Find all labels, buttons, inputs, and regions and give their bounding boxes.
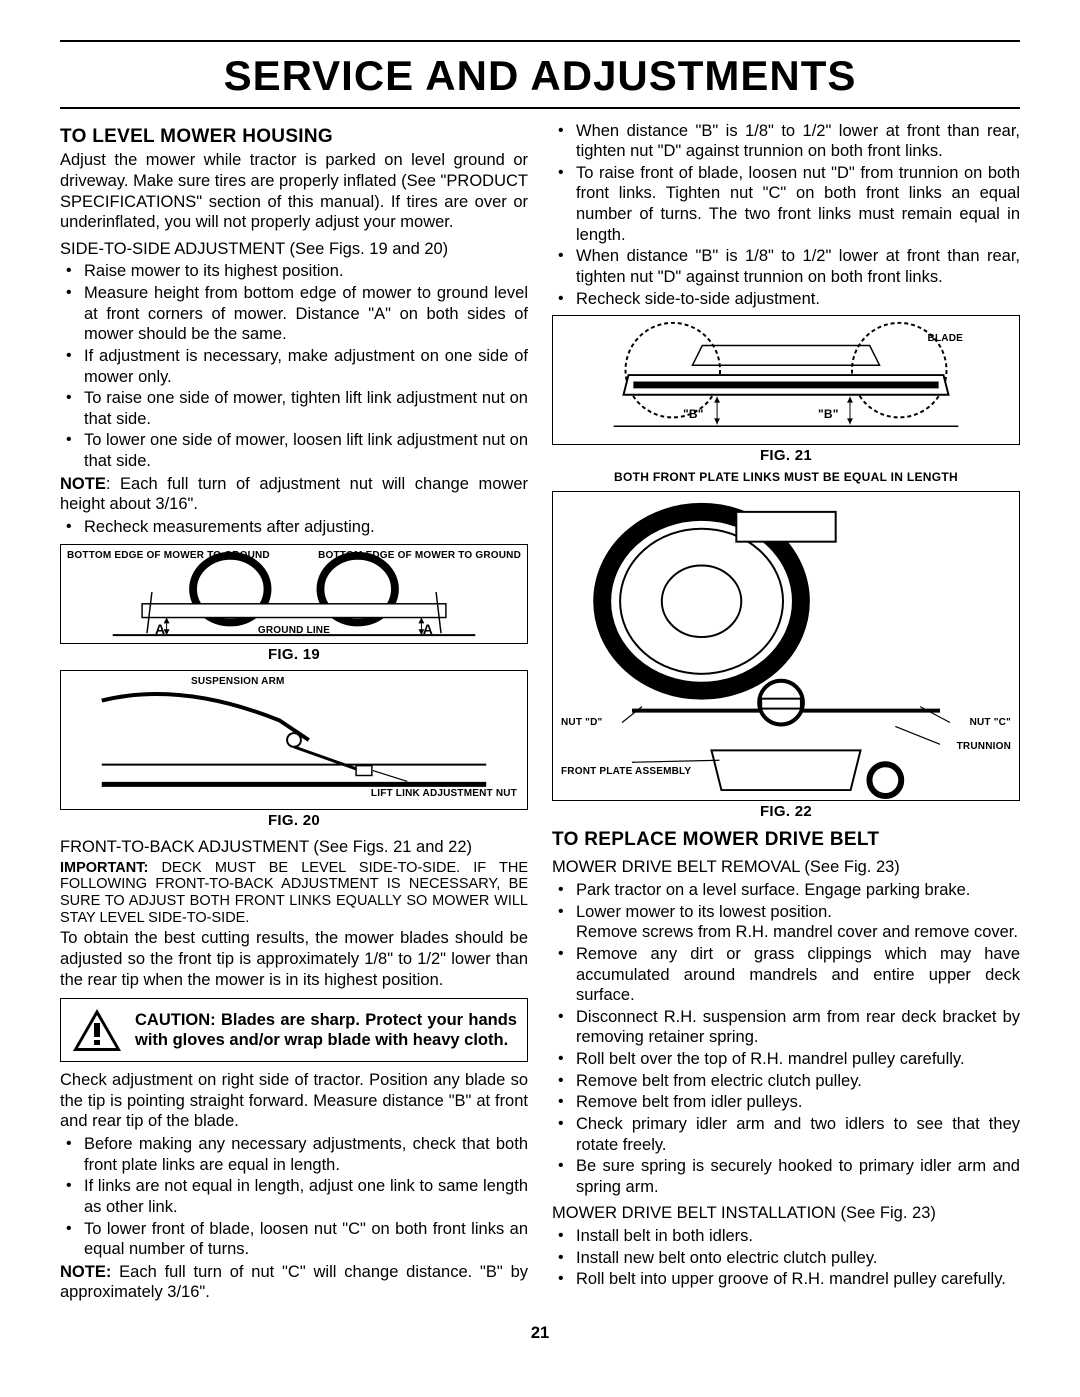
check-para: Check adjustment on right side of tracto… <box>60 1070 528 1132</box>
caution-box: CAUTION: Blades are sharp. Protect your … <box>60 998 528 1062</box>
list-item: Measure height from bottom edge of mower… <box>60 283 528 345</box>
note-nut-c: NOTE: Each full turn of nut "C" will cha… <box>60 1262 528 1303</box>
list-item: Install new belt onto electric clutch pu… <box>552 1248 1020 1269</box>
fig19-label-left: Bottom Edge Of Mower To Ground <box>67 551 270 562</box>
fig21-b-right: "B" <box>818 408 839 421</box>
side-bullets: Raise mower to its highest position. Mea… <box>60 261 528 471</box>
figure-19: Bottom Edge Of Mower To Ground Bottom Ed… <box>60 544 528 644</box>
fig20-liftlink: Lift Link Adjustment Nut <box>371 789 517 800</box>
side-adjust-heading: SIDE-TO-SIDE ADJUSTMENT (See Figs. 19 an… <box>60 239 528 260</box>
list-item: Install belt in both idlers. <box>552 1226 1020 1247</box>
title-underline <box>60 107 1020 109</box>
list-item: Roll belt over the top of R.H. mandrel p… <box>552 1049 1020 1070</box>
list-item: Disconnect R.H. suspension arm from rear… <box>552 1007 1020 1048</box>
fig19-groundline: Ground Line <box>258 626 330 637</box>
fig20-caption: FIG. 20 <box>60 812 528 831</box>
fig22-frontplate: Front Plate Assembly <box>561 767 691 778</box>
front-bullets: Before making any necessary adjustments,… <box>60 1134 528 1260</box>
list-item: Recheck side-to-side adjustment. <box>552 289 1020 310</box>
list-item: If adjustment is necessary, make adjustm… <box>60 346 528 387</box>
fig22-trunnion: Trunnion <box>957 742 1011 753</box>
caution-text: CAUTION: Blades are sharp. Protect your … <box>135 1010 517 1051</box>
list-item: Raise mower to its highest position. <box>60 261 528 282</box>
right-top-bullets: When distance "B" is 1/8" to 1/2" lower … <box>552 121 1020 310</box>
list-item: Lower mower to its lowest position.Remov… <box>552 902 1020 943</box>
intro-paragraph: Adjust the mower while tractor is parked… <box>60 150 528 233</box>
install-heading: MOWER DRIVE BELT INSTALLATION (See Fig. … <box>552 1203 1020 1224</box>
list-item: Be sure spring is securely hooked to pri… <box>552 1156 1020 1197</box>
fig22-top-label: Both Front Plate Links Must Be Equal In … <box>552 470 1020 485</box>
figure-22: Nut "D" Nut "C" Trunnion Front Plate Ass… <box>552 491 1020 801</box>
front-back-heading: FRONT-TO-BACK ADJUSTMENT (See Figs. 21 a… <box>60 837 528 858</box>
page-number: 21 <box>60 1323 1020 1344</box>
fig21-b-left: "B" <box>683 408 704 421</box>
fig22-caption: FIG. 22 <box>552 803 1020 822</box>
front-para: To obtain the best cutting results, the … <box>60 928 528 990</box>
figure-20: Suspension Arm Lift Link Adjustment Nut <box>60 670 528 810</box>
figure-21: Blade "B" "B" <box>552 315 1020 445</box>
fig19-label-a-left: A <box>155 622 165 637</box>
recheck-list: Recheck measurements after adjusting. <box>60 517 528 538</box>
list-item: If links are not equal in length, adjust… <box>60 1176 528 1217</box>
fig20-suspension: Suspension Arm <box>191 677 285 688</box>
list-item: Before making any necessary adjustments,… <box>60 1134 528 1175</box>
list-item: To raise one side of mower, tighten lift… <box>60 388 528 429</box>
list-item: When distance "B" is 1/8" to 1/2" lower … <box>552 246 1020 287</box>
fig22-nutd: Nut "D" <box>561 718 602 729</box>
list-item: To lower one side of mower, loosen lift … <box>60 430 528 471</box>
fig21-blade: Blade <box>928 334 963 345</box>
removal-heading: MOWER DRIVE BELT REMOVAL (See Fig. 23) <box>552 857 1020 878</box>
heading-replace-belt: To Replace Mower Drive Belt <box>552 828 1020 852</box>
top-rule <box>60 40 1020 42</box>
fig22-diagram-svg <box>553 492 1019 800</box>
list-item: Check primary idler arm and two idlers t… <box>552 1114 1020 1155</box>
list-item: Remove any dirt or grass clippings which… <box>552 944 1020 1006</box>
removal-bullets: Park tractor on a level surface. Engage … <box>552 880 1020 1197</box>
fig19-label-a-right: A <box>423 622 433 637</box>
right-column: When distance "B" is 1/8" to 1/2" lower … <box>552 119 1020 1306</box>
page-title: SERVICE AND ADJUSTMENTS <box>60 50 1020 103</box>
list-item: Park tractor on a level surface. Engage … <box>552 880 1020 901</box>
heading-level-mower: To Level Mower Housing <box>60 125 528 149</box>
list-item: When distance "B" is 1/8" to 1/2" lower … <box>552 121 1020 162</box>
list-item: Recheck measurements after adjusting. <box>60 517 528 538</box>
fig19-caption: FIG. 19 <box>60 646 528 665</box>
important-note: IMPORTANT: DECK MUST BE LEVEL SIDE-TO-SI… <box>60 860 528 927</box>
list-item: To lower front of blade, loosen nut "C" … <box>60 1219 528 1260</box>
install-bullets: Install belt in both idlers. Install new… <box>552 1226 1020 1290</box>
warning-icon <box>71 1007 123 1053</box>
list-item: Roll belt into upper groove of R.H. mand… <box>552 1269 1020 1290</box>
fig21-caption: FIG. 21 <box>552 447 1020 466</box>
fig22-nutc: Nut "C" <box>970 718 1011 729</box>
list-item: Remove belt from idler pulleys. <box>552 1092 1020 1113</box>
fig19-label-right: Bottom Edge Of Mower To Ground <box>318 551 521 562</box>
note-adjustment: NOTE: Each full turn of adjustment nut w… <box>60 474 528 515</box>
list-item: Remove belt from electric clutch pulley. <box>552 1071 1020 1092</box>
two-column-layout: To Level Mower Housing Adjust the mower … <box>60 119 1020 1306</box>
left-column: To Level Mower Housing Adjust the mower … <box>60 119 528 1306</box>
list-item: To raise front of blade, loosen nut "D" … <box>552 163 1020 246</box>
